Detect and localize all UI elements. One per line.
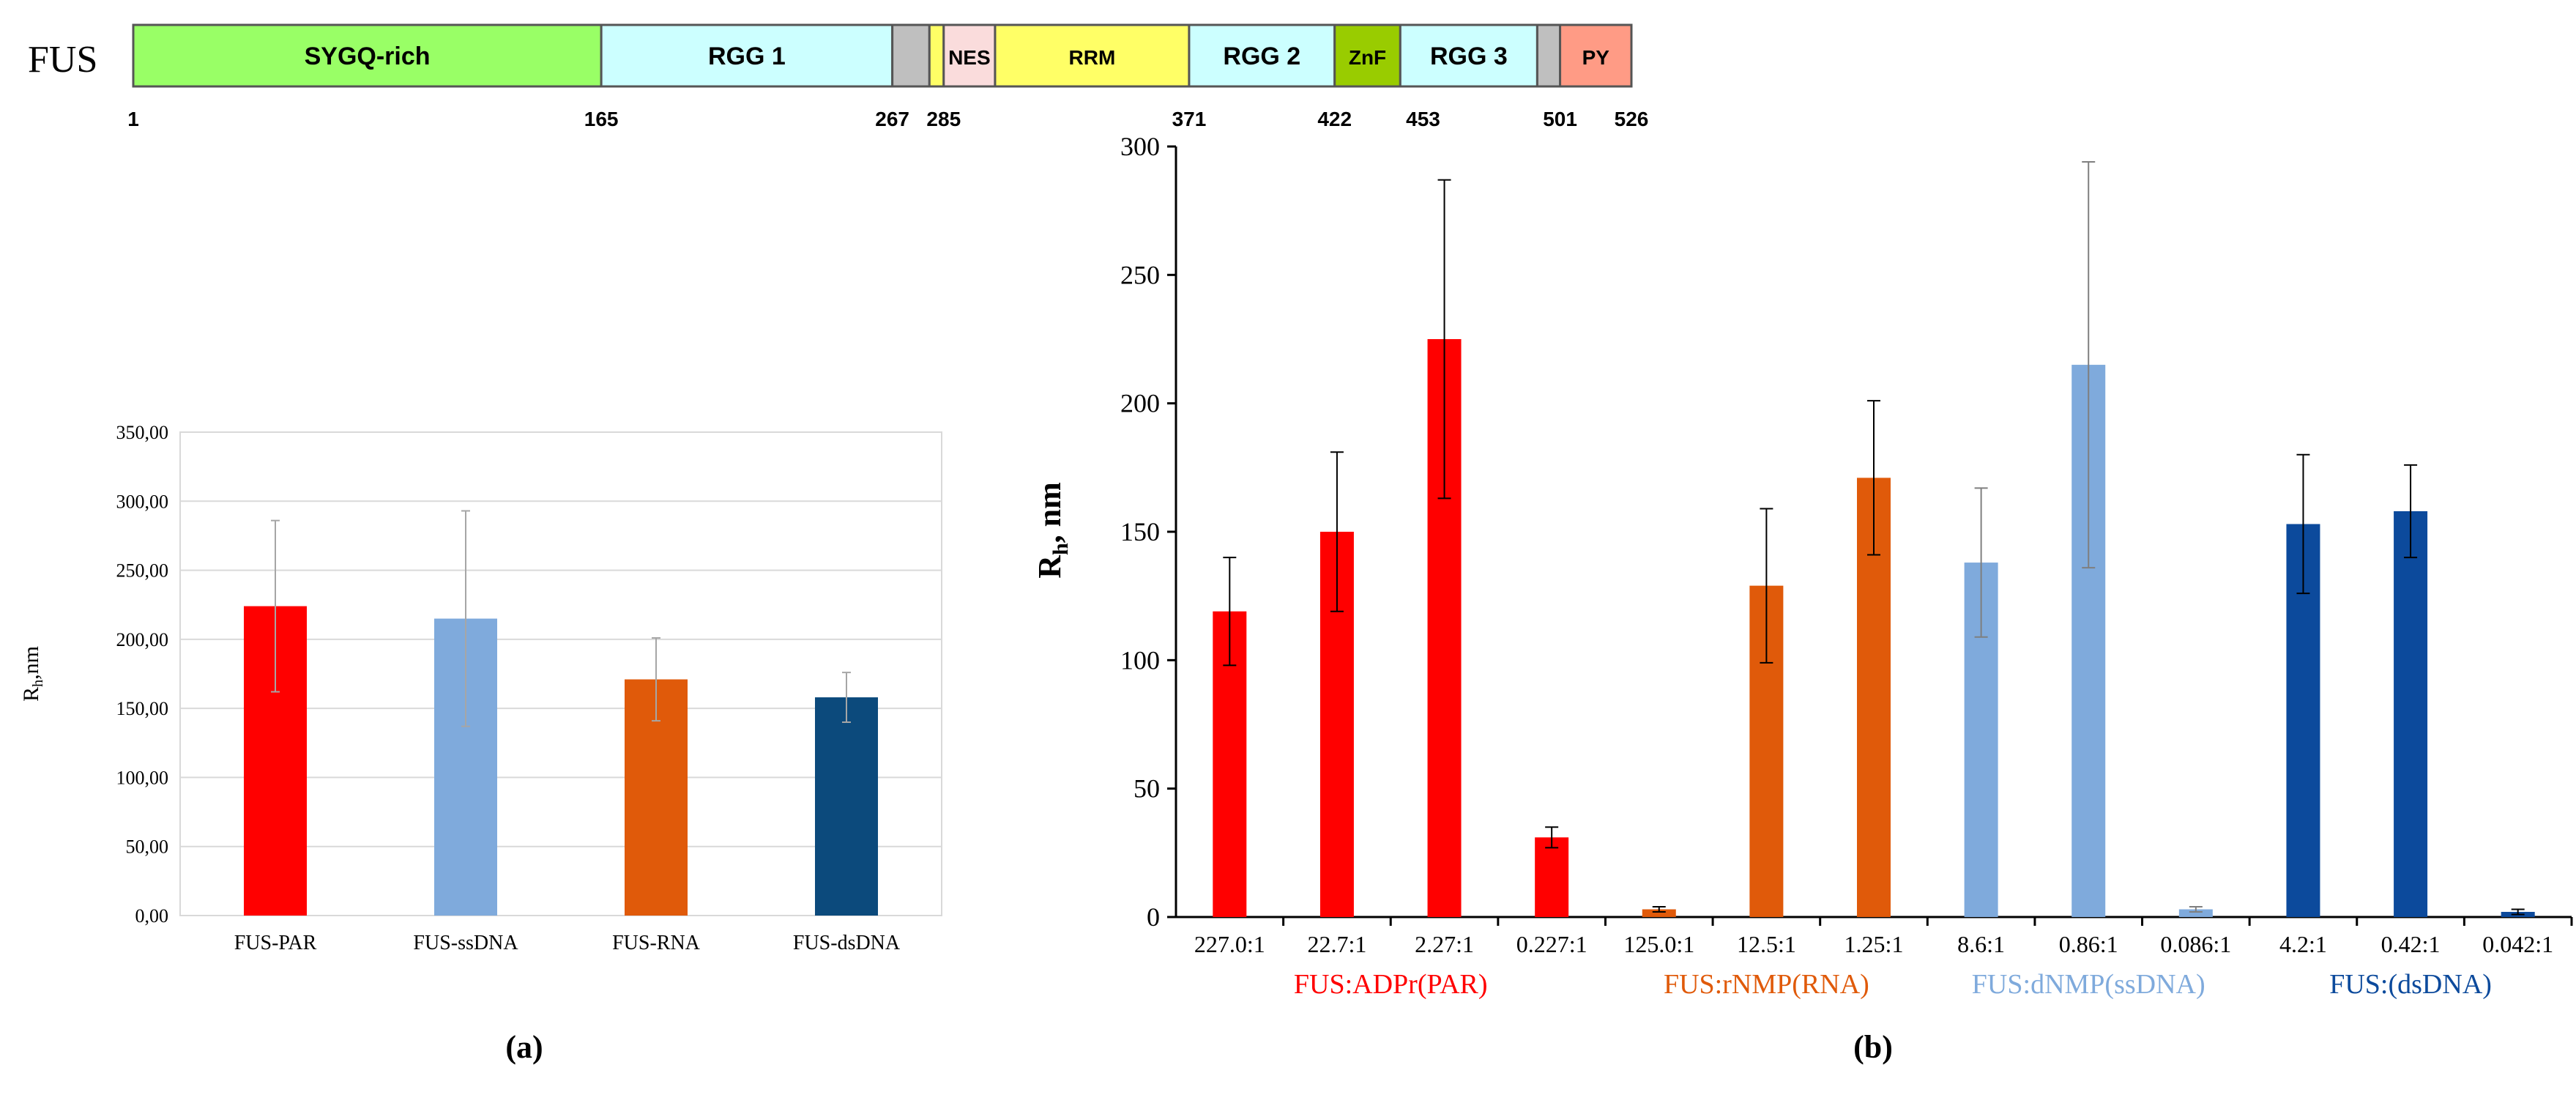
bar: [2394, 511, 2428, 917]
fus-domain-diagram: FUS SYGQ-rich RGG 1 NES RRM RGG 2 ZnF RGG 3 PY …: [28, 23, 1649, 130]
y-tick-label: 200: [1120, 389, 1160, 418]
y-tick-label: 300: [1120, 132, 1160, 161]
protein-name: FUS: [28, 39, 97, 81]
domain-box: [1535, 23, 1562, 88]
panel-a-y-axis-label: Rh,nm: [19, 646, 46, 702]
domain-label: NES: [948, 46, 991, 69]
x-tick-label: 0.227:1: [1516, 931, 1587, 957]
domain-box: [1559, 23, 1633, 88]
y-tick-label: 0,00: [135, 905, 169, 927]
residue-position-label: 422: [1317, 108, 1352, 130]
y-tick-label: 150,00: [116, 698, 169, 719]
y-tick-label: 100: [1120, 645, 1160, 675]
y-tick-label: 250: [1120, 260, 1160, 289]
bar: [2178, 909, 2213, 917]
residue-position-label: 1: [127, 108, 139, 130]
domain-box: [132, 23, 603, 88]
group-label: FUS:ADPr(PAR): [1294, 969, 1488, 1000]
panel-b-y-axis-label: Rh, nm: [1032, 482, 1073, 579]
panel-b-chart: 0 50 100 150 200 250 300 227.0:1 22.7:1 2.27:1 0.…: [1032, 132, 2573, 1065]
x-tick-label: 1.25:1: [1844, 931, 1904, 957]
residue-position-label: 371: [1172, 108, 1207, 130]
residue-position-label: 526: [1615, 108, 1649, 130]
bar: [815, 697, 878, 916]
x-tick-label: 0.86:1: [2059, 931, 2118, 957]
panel-a-plot-frame: [179, 431, 942, 916]
y-tick-label: 50,00: [126, 836, 169, 858]
x-tick-label: 227.0:1: [1194, 931, 1265, 957]
x-tick-label: 2.27:1: [1415, 931, 1474, 957]
x-tick-label: 0.042:1: [2482, 931, 2553, 957]
residue-position-label: 267: [875, 108, 909, 130]
x-tick-label: FUS-dsDNA: [793, 932, 901, 954]
residue-position-label: 453: [1406, 108, 1440, 130]
bar: [1535, 837, 1569, 917]
panel-a-label: (a): [505, 1029, 543, 1065]
x-tick-label: FUS-PAR: [234, 932, 317, 954]
domain-box: [1399, 23, 1538, 88]
x-tick-label: FUS-ssDNA: [413, 932, 518, 954]
domain-label: SYGQ-rich: [305, 42, 431, 70]
domain-box: [600, 23, 894, 88]
y-tick-label: 150: [1120, 517, 1160, 546]
residue-position-label: 285: [926, 108, 961, 130]
domain-box: [942, 23, 997, 88]
y-tick-label: 100,00: [116, 767, 169, 788]
x-tick-label: FUS-RNA: [612, 932, 701, 954]
group-label: FUS:dNMP(ssDNA): [1972, 969, 2205, 1000]
domain-label: RGG 2: [1223, 42, 1300, 70]
y-tick-label: 50: [1133, 774, 1160, 803]
domain-label: RRM: [1069, 46, 1116, 69]
group-label: FUS:(dsDNA): [2329, 969, 2492, 1000]
domain-label: ZnF: [1349, 46, 1386, 69]
y-tick-label: 350,00: [116, 422, 169, 443]
x-tick-label: 22.7:1: [1307, 931, 1366, 957]
panel-a-chart: 0,00 50,00 100,00 150,00 200,00 250,00 300,00 3…: [19, 422, 942, 1065]
y-tick-label: 0: [1147, 902, 1160, 932]
domain-label: PY: [1582, 46, 1610, 69]
x-tick-label: 0.086:1: [2160, 931, 2231, 957]
x-tick-label: 125.0:1: [1623, 931, 1694, 957]
domain-label: RGG 3: [1430, 42, 1508, 70]
x-tick-label: 4.2:1: [2279, 931, 2327, 957]
residue-position-label: 501: [1543, 108, 1577, 130]
residue-position-label: 165: [584, 108, 619, 130]
x-tick-label: 8.6:1: [1957, 931, 2005, 957]
domain-box: [891, 23, 931, 88]
x-tick-label: 12.5:1: [1737, 931, 1796, 957]
bar: [1642, 909, 1676, 917]
panel-b-label: (b): [1853, 1029, 1893, 1065]
y-tick-label: 250,00: [116, 560, 169, 582]
domain-box: [1188, 23, 1336, 88]
domain-box: [1333, 23, 1401, 88]
domain-box: [928, 23, 945, 88]
y-tick-label: 300,00: [116, 491, 169, 512]
domain-label: RGG 1: [708, 42, 786, 70]
group-label: FUS:rNMP(RNA): [1664, 969, 1869, 1000]
y-tick-label: 200,00: [116, 629, 169, 650]
x-tick-label: 0.42:1: [2381, 931, 2441, 957]
